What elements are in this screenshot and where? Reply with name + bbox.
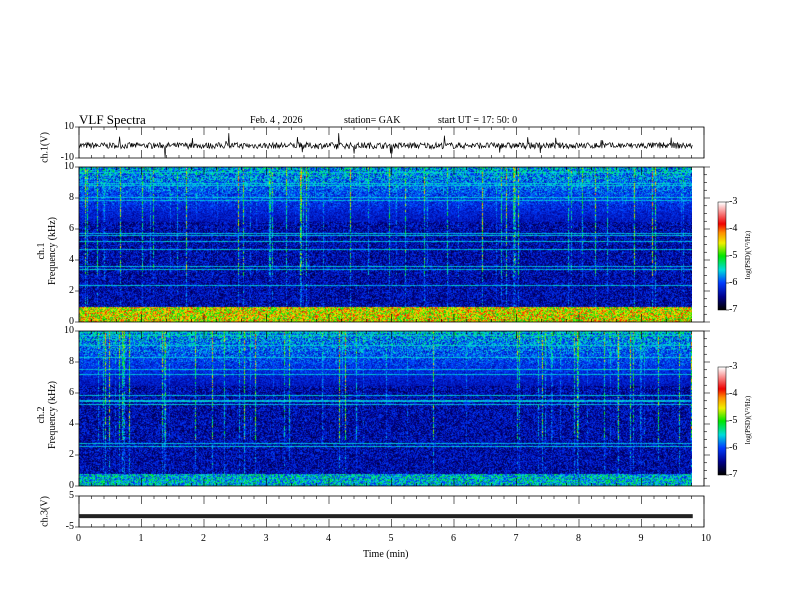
ch1-ylabel: ch.1(V)	[39, 132, 51, 163]
panel-frame	[78, 330, 705, 487]
colorbar-ch2-label: log(PSD)(V²/Hz)	[744, 395, 752, 445]
y-tick-label: -5	[65, 521, 74, 532]
ch1-waveform	[78, 133, 693, 158]
x-tick-label: 3	[263, 533, 269, 544]
y-tick-label: 6	[69, 223, 74, 234]
colorbar-tick-label: -5	[729, 415, 738, 426]
colorbar-tick-label: -6	[729, 277, 738, 288]
colorbar-tick-label: -6	[729, 442, 738, 453]
colorbar-ch1	[718, 202, 726, 310]
y-tick-label: 4	[69, 254, 74, 265]
x-tick-label: 0	[76, 533, 81, 544]
colorbar-tick-label: -5	[729, 250, 738, 261]
colorbar-tick-label: -3	[729, 196, 738, 207]
y-tick-label: 10	[64, 325, 74, 336]
ch1-spec-ylabel: ch.1 Frequency (kHz)	[36, 206, 58, 296]
ch2-spec-ylabel: ch.2 Frequency (kHz)	[36, 370, 58, 460]
ch1-spectrogram	[79, 167, 692, 322]
y-tick-label: 5	[69, 490, 74, 501]
colorbar-tick-label: -4	[729, 388, 738, 399]
station-label: station= GAK	[344, 115, 401, 126]
ch3-ylabel: ch.3(V)	[39, 496, 51, 527]
x-axis-label: Time (min)	[363, 549, 409, 560]
y-tick-label: 2	[69, 285, 74, 296]
colorbar-ch2	[718, 367, 726, 475]
x-tick-label: 8	[576, 533, 581, 544]
x-tick-label: 2	[201, 533, 206, 544]
y-tick-label: 4	[69, 418, 74, 429]
ch2-spectrogram	[79, 331, 692, 486]
colorbar-frame	[717, 201, 727, 311]
ch2-label: ch.2	[36, 406, 47, 424]
x-tick-label: 10	[701, 533, 711, 544]
colorbar-tick-label: -7	[729, 469, 738, 480]
y-tick-label: 2	[69, 449, 74, 460]
y-tick-label: 6	[69, 387, 74, 398]
start-time-label: start UT = 17: 50: 0	[438, 115, 518, 126]
x-tick-label: 9	[638, 533, 644, 544]
date-label: Feb. 4 , 2026	[250, 115, 303, 126]
colorbar-tick-label: -3	[729, 361, 738, 372]
x-tick-label: 1	[138, 533, 144, 544]
x-tick-label: 4	[326, 533, 331, 544]
frequency-label: Frequency (kHz)	[47, 216, 58, 286]
y-tick-label: 8	[69, 192, 74, 203]
y-tick-label: 8	[69, 356, 74, 367]
ch1-label: ch.1	[36, 242, 47, 260]
x-tick-label: 5	[388, 533, 394, 544]
x-tick-label: 7	[513, 533, 519, 544]
frequency-label: Frequency (kHz)	[47, 380, 58, 450]
colorbar-tick-label: -4	[729, 223, 738, 234]
x-tick-label: 6	[451, 533, 456, 544]
y-tick-label: -10	[60, 152, 74, 163]
y-tick-label: 0	[69, 316, 74, 327]
colorbar-frame	[717, 366, 727, 476]
ch3-waveform	[79, 514, 693, 519]
colorbar-tick-label: -7	[729, 304, 738, 315]
y-tick-label: 10	[64, 121, 74, 132]
y-tick-label: 0	[69, 480, 74, 491]
panel-frame	[78, 166, 705, 323]
colorbar-ch1-label: log(PSD)(V²/Hz)	[744, 230, 752, 280]
y-tick-label: 10	[64, 161, 74, 172]
figure-title: VLF Spectra	[79, 112, 146, 127]
